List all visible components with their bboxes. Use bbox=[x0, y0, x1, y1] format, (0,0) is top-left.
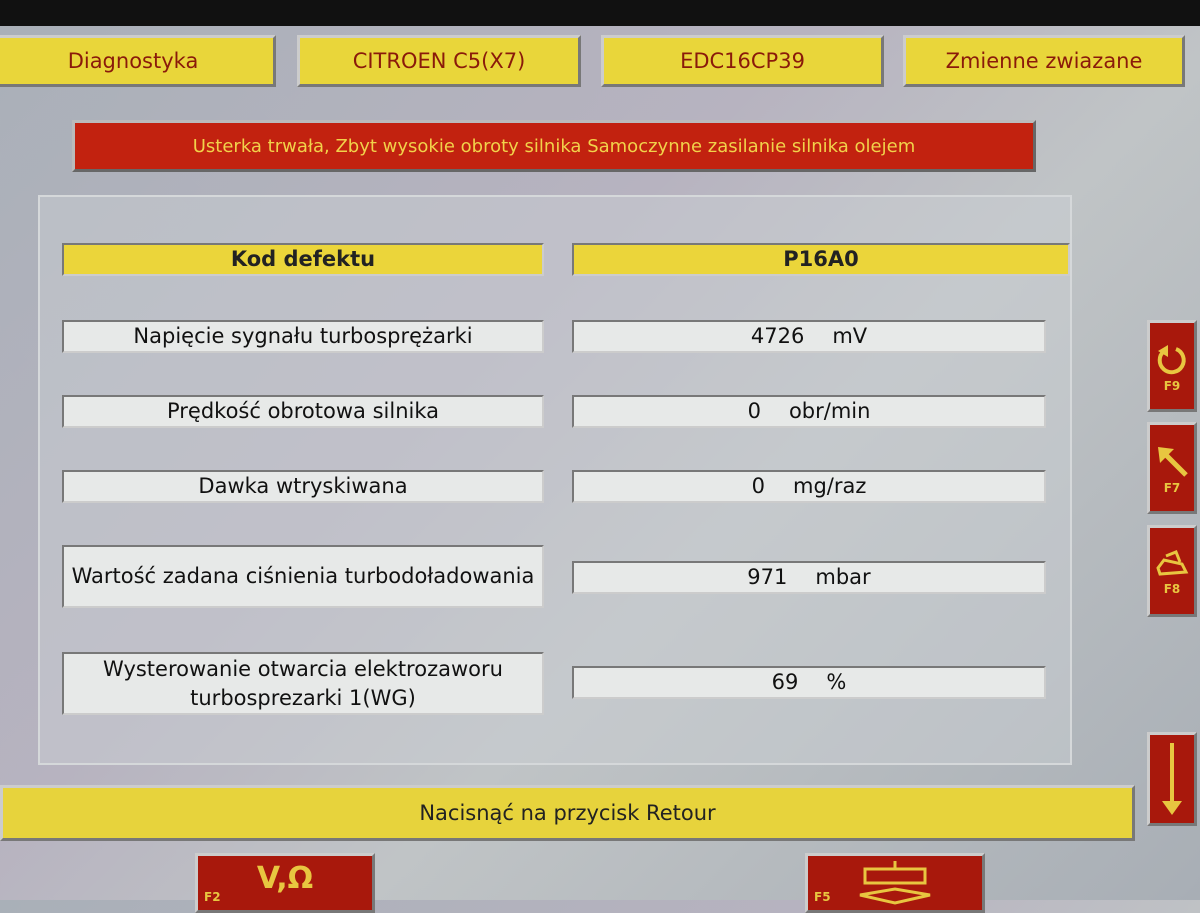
top-bezel bbox=[0, 0, 1200, 26]
f7-button[interactable]: F7 bbox=[1147, 422, 1197, 514]
header-label: Kod defektu bbox=[62, 243, 544, 276]
param-label: Prędkość obrotowa silnika bbox=[62, 395, 544, 428]
undo-icon bbox=[1157, 345, 1186, 375]
key-label: F8 bbox=[1163, 582, 1181, 596]
param-label: Wysterowanie otwarcia elektrozaworu turb… bbox=[62, 652, 544, 715]
param-label: Napięcie sygnału turbosprężarki bbox=[62, 320, 544, 353]
print-icon bbox=[1156, 550, 1189, 576]
tab-related-variables[interactable]: Zmienne zwiazane bbox=[903, 35, 1185, 87]
f2-multimeter-button[interactable]: F2 V,Ω bbox=[195, 853, 375, 913]
unit: obr/min bbox=[788, 399, 871, 423]
unit: mg/raz bbox=[792, 474, 867, 498]
value: 0 bbox=[747, 399, 761, 423]
scroll-down-button[interactable] bbox=[1147, 732, 1197, 826]
param-value: 69% bbox=[572, 666, 1046, 699]
f9-button[interactable]: F9 bbox=[1147, 320, 1197, 412]
value: 4726 bbox=[750, 324, 805, 348]
param-value: 971 mbar bbox=[572, 561, 1046, 594]
arrow-down-icon bbox=[1162, 743, 1182, 815]
f5-button[interactable]: F5 bbox=[805, 853, 985, 913]
param-label: Wartość zadana ciśnienia turbodoładowani… bbox=[62, 545, 544, 608]
arrow-up-left-icon bbox=[1158, 447, 1188, 477]
value: 0 bbox=[751, 474, 765, 498]
key-label: F7 bbox=[1163, 481, 1181, 495]
tab-ecu[interactable]: EDC16CP39 bbox=[601, 35, 884, 87]
fault-code: P16A0 bbox=[572, 243, 1070, 276]
unit: % bbox=[826, 670, 847, 694]
param-value: 4726 mV bbox=[572, 320, 1046, 353]
key-label: F9 bbox=[1163, 379, 1181, 393]
instruction-banner: Nacisnąć na przycisk Retour bbox=[0, 785, 1135, 841]
key-label: F2 bbox=[204, 890, 221, 904]
unit: mbar bbox=[815, 565, 871, 589]
diagram-icon bbox=[859, 861, 931, 905]
key-label: F5 bbox=[814, 890, 831, 904]
value: 69 bbox=[771, 670, 799, 694]
value: 971 bbox=[747, 565, 788, 589]
multimeter-label: V,Ω bbox=[256, 860, 314, 896]
f8-button[interactable]: F8 bbox=[1147, 525, 1197, 617]
tab-diagnostyka[interactable]: Diagnostyka bbox=[0, 35, 276, 87]
param-value: 0 mg/raz bbox=[572, 470, 1046, 503]
param-label: Dawka wtryskiwana bbox=[62, 470, 544, 503]
param-value: 0 obr/min bbox=[572, 395, 1046, 428]
fault-alert: Usterka trwała, Zbyt wysokie obroty siln… bbox=[72, 120, 1036, 172]
tab-vehicle[interactable]: CITROEN C5(X7) bbox=[297, 35, 581, 87]
unit: mV bbox=[832, 324, 868, 348]
